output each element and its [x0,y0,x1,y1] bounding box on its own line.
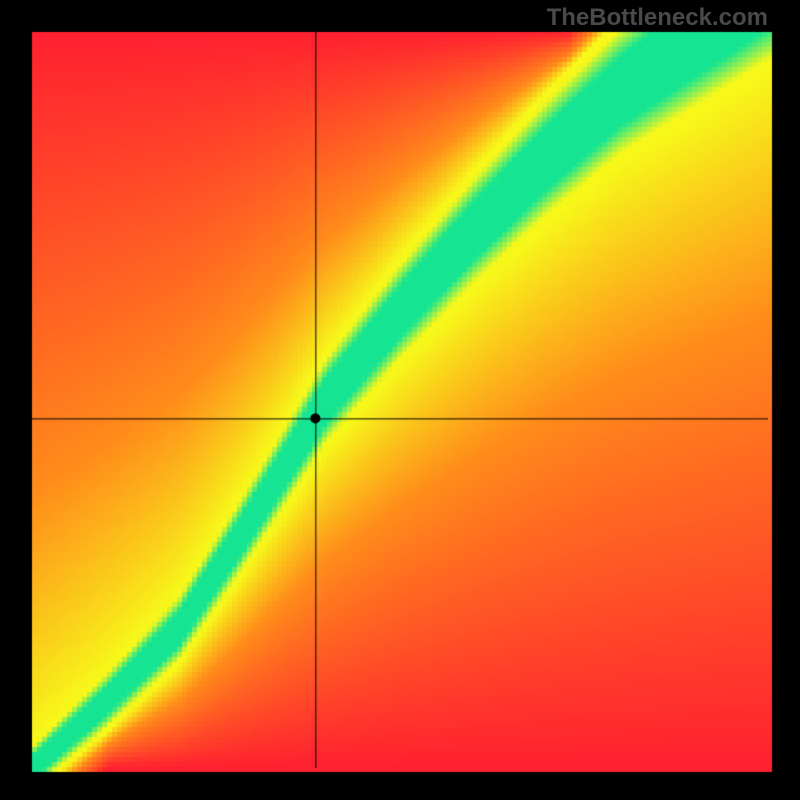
watermark-text: TheBottleneck.com [547,4,768,32]
bottleneck-heatmap [0,0,800,800]
chart-container: TheBottleneck.com [0,0,800,800]
